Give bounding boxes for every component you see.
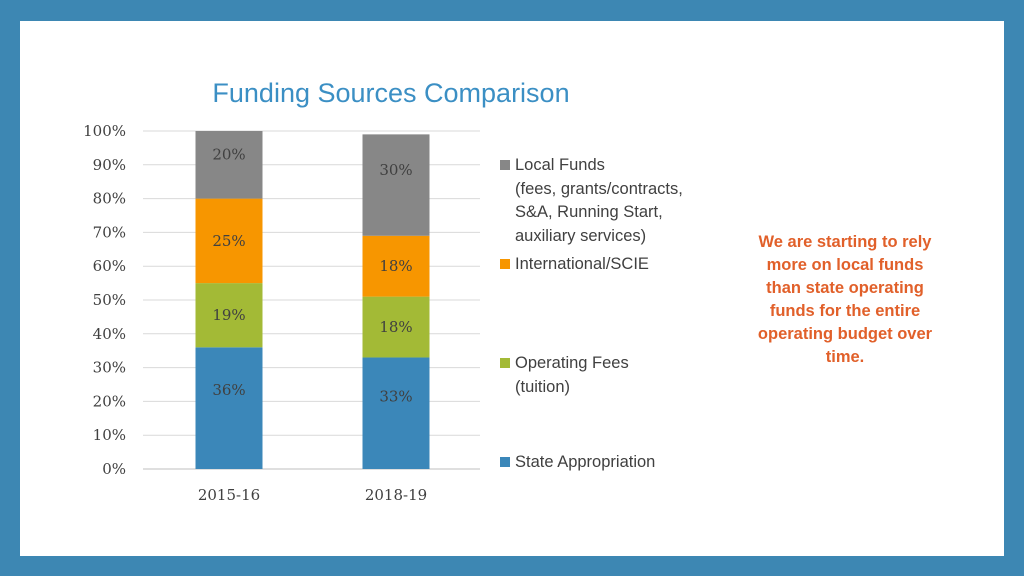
bar-segment	[195, 131, 263, 199]
legend-swatch-operating-fees	[500, 358, 510, 368]
callout-text: We are starting to rely more on local fu…	[757, 233, 933, 366]
data-label: 18%	[379, 257, 412, 275]
legend-swatch-state	[500, 457, 510, 467]
slide: Funding Sources Comparison 0% 10% 20% 30% 40…	[20, 21, 1004, 556]
y-tick-label: 30%	[93, 359, 126, 377]
legend-swatch-international	[500, 259, 510, 269]
legend-label-international: International/SCIE	[515, 255, 649, 273]
y-tick-label: 70%	[93, 223, 126, 241]
bar-segment	[362, 134, 430, 236]
chart-title: Funding Sources Comparison	[212, 78, 570, 108]
y-tick-label: 10%	[93, 426, 126, 444]
y-tick-label: 60%	[93, 257, 126, 275]
data-label: 36%	[212, 381, 245, 399]
legend-local-line3: S&A, Running Start,	[515, 203, 663, 221]
x-tick-label: 2015-16	[198, 486, 260, 504]
data-label: 25%	[212, 232, 245, 250]
legend-label-local-funds: Local Funds (fees, grants/contracts, S&A…	[515, 154, 683, 248]
legend-fees-line2: (tuition)	[515, 377, 571, 396]
data-label: 33%	[379, 387, 412, 405]
legend-local-line4: auxiliary services)	[515, 226, 647, 245]
chart-plot: 0% 10% 20% 30% 40% 50% 60% 70% 80% 90% 100% 36% 19% 2…	[83, 122, 480, 504]
bar-segment	[362, 357, 430, 469]
legend-local-line1: Local Funds	[515, 156, 605, 174]
legend-fees-line1: Operating Fees	[515, 354, 629, 372]
bar-segment	[362, 296, 430, 358]
bar-segment	[195, 347, 263, 469]
legend-label-operating-fees: Operating Fees (tuition)	[515, 352, 629, 399]
legend-local-line2: (fees, grants/contracts,	[515, 179, 683, 198]
data-label: 19%	[212, 306, 245, 324]
x-tick-label: 2018-19	[365, 486, 427, 504]
y-tick-label: 80%	[93, 190, 126, 208]
bar-segment	[195, 198, 263, 284]
data-label: 18%	[379, 318, 412, 336]
legend-swatch-local-funds	[500, 160, 510, 170]
legend-label-state: State Appropriation	[515, 453, 656, 471]
y-tick-label: 20%	[93, 392, 126, 410]
y-tick-label: 40%	[93, 325, 126, 343]
y-tick-label: 50%	[93, 291, 126, 309]
bar-segment	[362, 235, 430, 297]
bar-segment	[195, 283, 263, 348]
data-label: 20%	[212, 146, 245, 164]
y-tick-label: 0%	[102, 460, 126, 478]
data-label: 30%	[379, 161, 412, 179]
y-tick-label: 90%	[93, 156, 126, 174]
y-tick-label: 100%	[83, 122, 126, 140]
